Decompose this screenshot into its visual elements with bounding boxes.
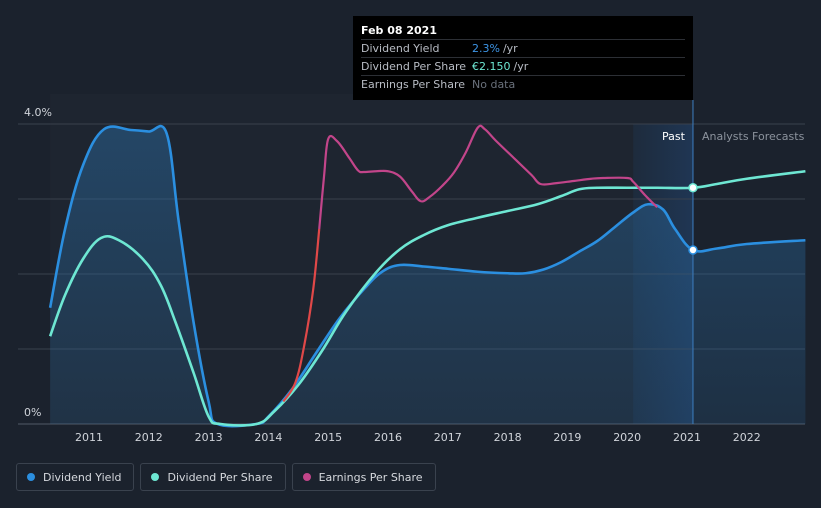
x-tick-label: 2016 [374, 431, 402, 444]
dividend-per-share-cursor-marker [688, 183, 698, 193]
x-tick-label: 2020 [613, 431, 641, 444]
chart-legend: Dividend Yield Dividend Per Share Earnin… [16, 463, 436, 491]
earnings-per-share-line-negative [282, 228, 321, 403]
dividend-yield-area [50, 126, 806, 427]
tooltip-unit: /yr [502, 42, 518, 55]
legend-dot-icon [27, 473, 35, 481]
chart-tooltip: Feb 08 2021 Dividend Yield 2.3% /yr Divi… [353, 16, 693, 100]
earnings-per-share-line [318, 124, 658, 230]
x-tick-label: 2019 [553, 431, 581, 444]
legend-dot-icon [302, 473, 311, 481]
tooltip-label: Dividend Per Share [361, 60, 467, 73]
x-tick-label: 2014 [254, 431, 282, 444]
x-tick-label: 2018 [494, 431, 522, 444]
analysts-forecasts-label: Analysts Forecasts [702, 130, 805, 143]
dividend-yield-cursor-marker [688, 245, 698, 255]
x-tick-label: 2015 [314, 431, 342, 444]
tooltip-unit: /yr [513, 60, 529, 73]
legend-label: Dividend Per Share [167, 470, 273, 484]
x-tick-label: 2013 [195, 431, 223, 444]
legend-item-dividend-per-share[interactable]: Dividend Per Share [140, 463, 286, 491]
tooltip-row-earnings-per-share: Earnings Per Share No data [361, 75, 685, 93]
tooltip-label: Dividend Yield [361, 42, 440, 55]
y-tick-label: 0% [24, 406, 41, 419]
past-label: Past [662, 130, 686, 143]
tooltip-value: No data [472, 78, 516, 91]
legend-item-earnings-per-share[interactable]: Earnings Per Share [291, 463, 436, 491]
dividend-per-share-line [48, 169, 806, 427]
tooltip-row-dividend-per-share: Dividend Per Share €2.150 /yr [361, 57, 685, 75]
y-tick-label: 4.0% [24, 106, 52, 119]
tooltip-date: Feb 08 2021 [361, 24, 437, 37]
x-tick-label: 2011 [75, 431, 103, 444]
dividend-yield-line [48, 124, 806, 428]
legend-dot-icon [151, 473, 160, 481]
tooltip-value: 2.3% [472, 42, 500, 55]
tooltip-row-dividend-yield: Dividend Yield 2.3% /yr [361, 39, 685, 57]
x-tick-label: 2022 [733, 431, 761, 444]
x-tick-label: 2012 [135, 431, 163, 444]
x-tick-label: 2021 [673, 431, 701, 444]
x-tick-label: 2017 [434, 431, 462, 444]
tooltip-label: Earnings Per Share [361, 78, 466, 91]
tooltip-value: €2.150 [472, 60, 511, 73]
legend-label: Dividend Yield [43, 470, 122, 484]
legend-label: Earnings Per Share [318, 470, 423, 484]
legend-item-dividend-yield[interactable]: Dividend Yield [16, 463, 135, 491]
